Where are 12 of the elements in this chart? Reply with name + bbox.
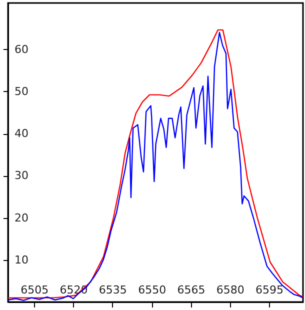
x-tick-label: 6535 xyxy=(98,284,127,296)
x-tick-label: 6505 xyxy=(20,284,49,296)
x-tick-label: 6580 xyxy=(216,284,244,296)
y-tick-label: 20 xyxy=(14,211,28,224)
x-tick-label: 6550 xyxy=(138,284,166,296)
x-tick-label: 6565 xyxy=(177,284,206,296)
y-tick-label: 50 xyxy=(14,84,28,98)
y-tick-label: 30 xyxy=(14,169,28,182)
x-tick-label: 6595 xyxy=(256,284,284,296)
y-tick-label: 40 xyxy=(14,127,28,140)
y-tick-label: 60 xyxy=(14,42,28,56)
y-tick-label: 10 xyxy=(14,253,28,266)
